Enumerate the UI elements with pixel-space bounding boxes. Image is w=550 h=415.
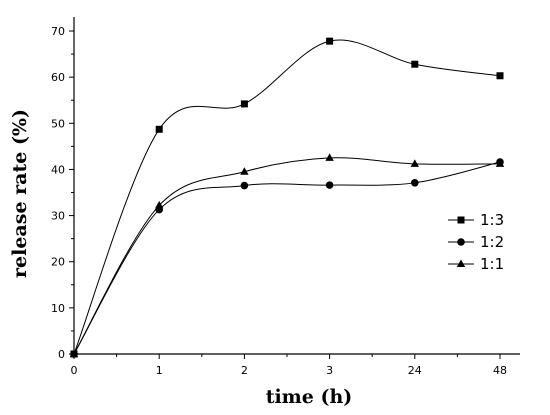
legend-marker-circle (457, 238, 465, 246)
data-point-square (411, 60, 419, 68)
legend-marker-square (457, 216, 465, 224)
x-tick-label: 2 (241, 364, 248, 377)
data-point-square (240, 100, 248, 108)
data-point-circle (411, 179, 419, 187)
y-tick-label: 70 (51, 25, 65, 38)
y-axis-title: release rate (%) (9, 109, 31, 278)
y-tick-label: 60 (51, 71, 65, 84)
y-tick-label: 40 (51, 163, 65, 176)
data-point-square (326, 37, 334, 45)
legend-item: 1:2 (448, 233, 504, 251)
x-axis-title: time (h) (266, 386, 353, 408)
data-point-triangle (495, 159, 505, 167)
series-line (73, 39, 501, 355)
data-point-triangle (69, 349, 79, 357)
legend-label: 1:2 (480, 233, 504, 251)
x-tick-label: 0 (71, 364, 78, 377)
data-point-triangle (325, 153, 334, 161)
data-point-triangle (410, 159, 419, 167)
y-tick-label: 30 (51, 210, 65, 223)
x-ticks: 0 1 2 3 24 48 (71, 354, 507, 377)
data-point-triangle (155, 200, 164, 209)
y-ticks: 0 10 20 30 40 50 60 70 (51, 25, 74, 361)
series-1 (70, 37, 504, 358)
series-layer (69, 37, 505, 358)
x-tick-label: 1 (156, 364, 163, 377)
x-tick-label: 24 (408, 364, 422, 377)
data-point-triangle (240, 167, 249, 175)
axes (73, 17, 520, 355)
data-point-circle (240, 181, 249, 190)
legend: 1:3 1:2 1:1 (448, 211, 504, 273)
y-tick-label: 10 (51, 302, 65, 315)
x-tick-label: 3 (326, 364, 333, 377)
data-point-square (496, 72, 504, 80)
legend-label: 1:1 (480, 255, 504, 273)
series-line (73, 157, 501, 355)
legend-label: 1:3 (480, 211, 504, 229)
series-3 (69, 153, 505, 357)
legend-marker-triangle (456, 259, 466, 267)
data-point-square (155, 125, 163, 133)
legend-item: 1:1 (448, 255, 504, 273)
series-2 (70, 158, 504, 358)
y-tick-label: 50 (51, 117, 65, 130)
series-line (73, 161, 501, 355)
y-tick-label: 20 (51, 256, 65, 269)
x-tick-label: 48 (493, 364, 507, 377)
data-point-circle (325, 181, 334, 189)
legend-item: 1:3 (448, 211, 504, 229)
y-tick-label: 0 (58, 348, 65, 361)
